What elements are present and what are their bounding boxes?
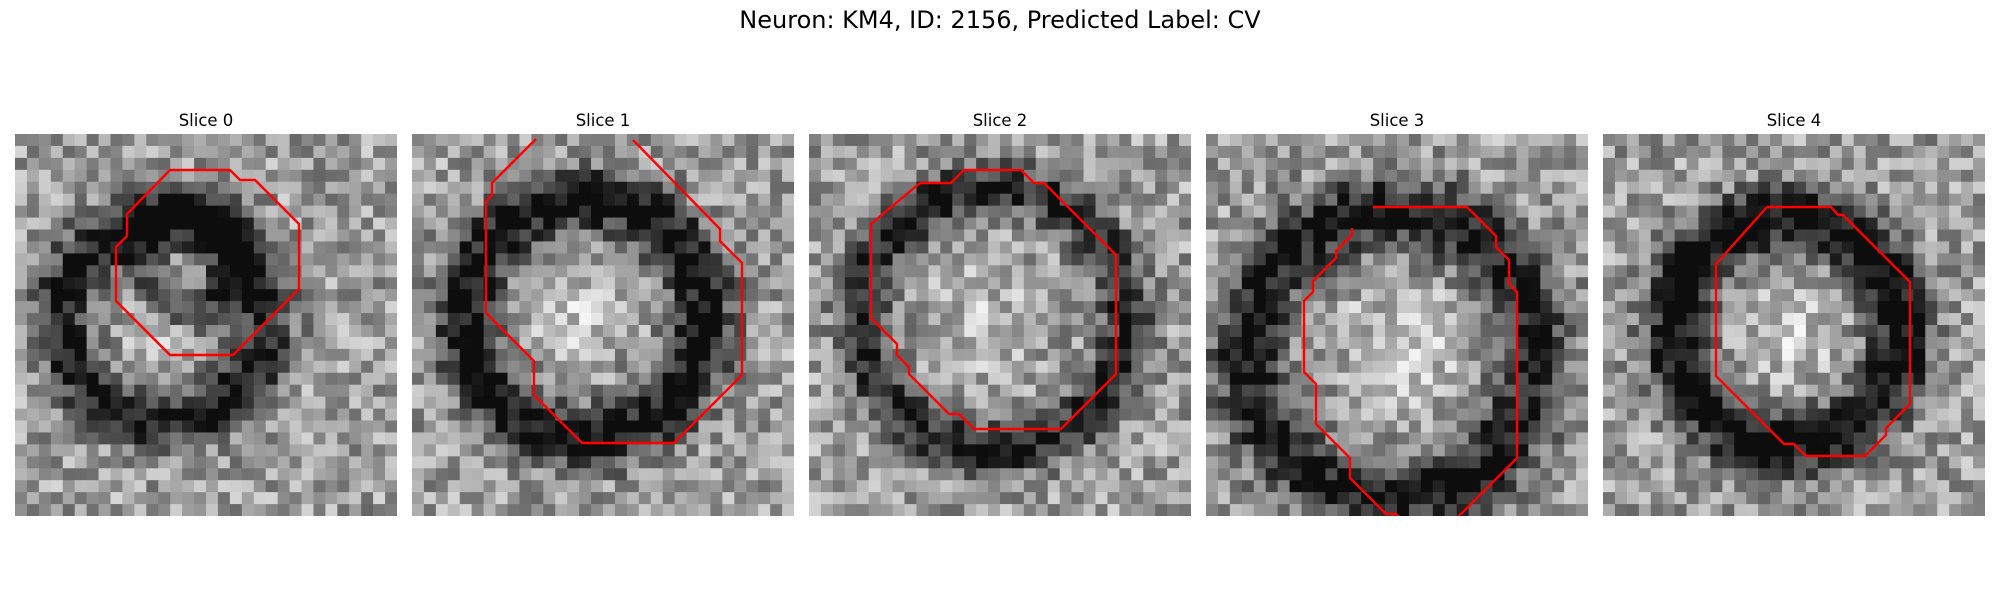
- slice-panel-4: Slice 4: [1603, 108, 1985, 516]
- slice-panel-3: Slice 3: [1206, 108, 1588, 516]
- slice-title-2: Slice 2: [972, 111, 1028, 130]
- pixel-grid: [1206, 134, 1588, 516]
- slice-title-0: Slice 0: [178, 111, 234, 130]
- slice-panel-1: Slice 1: [412, 108, 794, 516]
- contour-line: [1302, 228, 1400, 516]
- slice-panel-0: Slice 0: [15, 108, 397, 516]
- pixel-grid: [15, 134, 397, 516]
- pixel-grid: [809, 134, 1191, 516]
- figure-title: Neuron: KM4, ID: 2156, Predicted Label: …: [739, 6, 1261, 34]
- pixel-grid: [1603, 134, 1985, 516]
- slice-title-4: Slice 4: [1766, 111, 1822, 130]
- contour-line: [1714, 205, 1912, 458]
- contour-line: [869, 168, 1118, 431]
- slice-image-2: [809, 134, 1191, 516]
- contour-line: [484, 138, 744, 445]
- slice-image-1: [412, 134, 794, 516]
- pixel-grid: [412, 134, 794, 516]
- slice-title-3: Slice 3: [1369, 111, 1425, 130]
- slice-image-4: [1603, 134, 1985, 516]
- slice-title-1: Slice 1: [575, 111, 631, 130]
- slice-panel-2: Slice 2: [809, 108, 1191, 516]
- contour-line: [1373, 205, 1519, 516]
- contour-line: [114, 168, 301, 357]
- slice-image-3: [1206, 134, 1588, 516]
- slice-image-0: [15, 134, 397, 516]
